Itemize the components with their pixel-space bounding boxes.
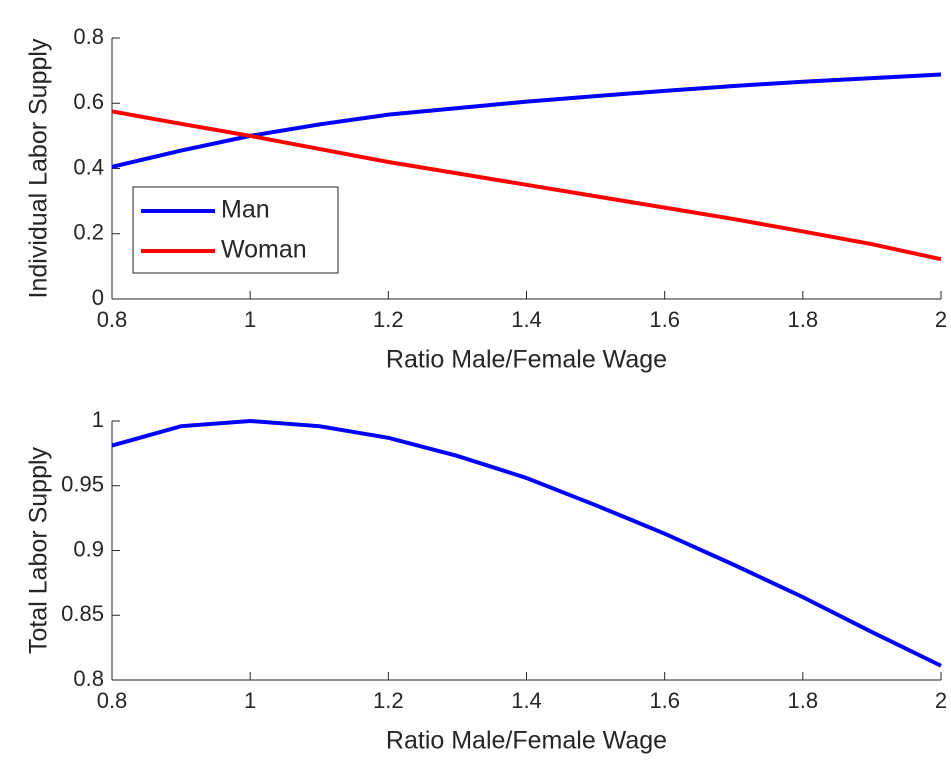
y-tick-label: 0.4 [73,154,104,179]
y-tick-label: 0.2 [73,220,104,245]
y-axis-label: Individual Labor Supply [25,38,53,298]
x-tick-label: 1.4 [511,307,542,332]
legend-label: Woman [221,236,307,264]
x-tick-label: 1.2 [373,688,404,713]
x-tick-label: 0.8 [97,307,128,332]
series-line [111,72,942,169]
x-tick-label: 1.8 [788,688,819,713]
x-tick-label: 0.8 [97,688,128,713]
y-tick-label: 0.9 [73,536,104,561]
y-tick-label: 0.85 [61,601,104,626]
y-tick-label: 0 [92,285,104,310]
x-tick-label: 1.2 [373,307,404,332]
y-tick-label: 0.6 [73,89,104,114]
x-tick-label: 2 [935,688,947,713]
x-tick-label: 1.8 [788,307,819,332]
y-tick-label: 1 [92,407,104,432]
y-tick-label: 0.8 [73,666,104,691]
legend-label: Man [221,196,270,224]
y-tick-label: 0.8 [73,24,104,49]
legend-box [132,186,339,274]
y-axis-label: Total Labor Supply [25,446,53,654]
y-tick-label: 0.95 [61,472,104,497]
x-axis-label: Ratio Male/Female Wage [386,727,667,755]
series-line [111,418,942,668]
x-tick-label: 1.6 [649,688,680,713]
series-line [111,109,942,262]
x-tick-label: 1.6 [649,307,680,332]
x-axis-label: Ratio Male/Female Wage [386,346,667,374]
x-tick-label: 1 [244,307,256,332]
x-tick-label: 1.4 [511,688,542,713]
x-tick-label: 1 [244,688,256,713]
x-tick-label: 2 [935,307,947,332]
